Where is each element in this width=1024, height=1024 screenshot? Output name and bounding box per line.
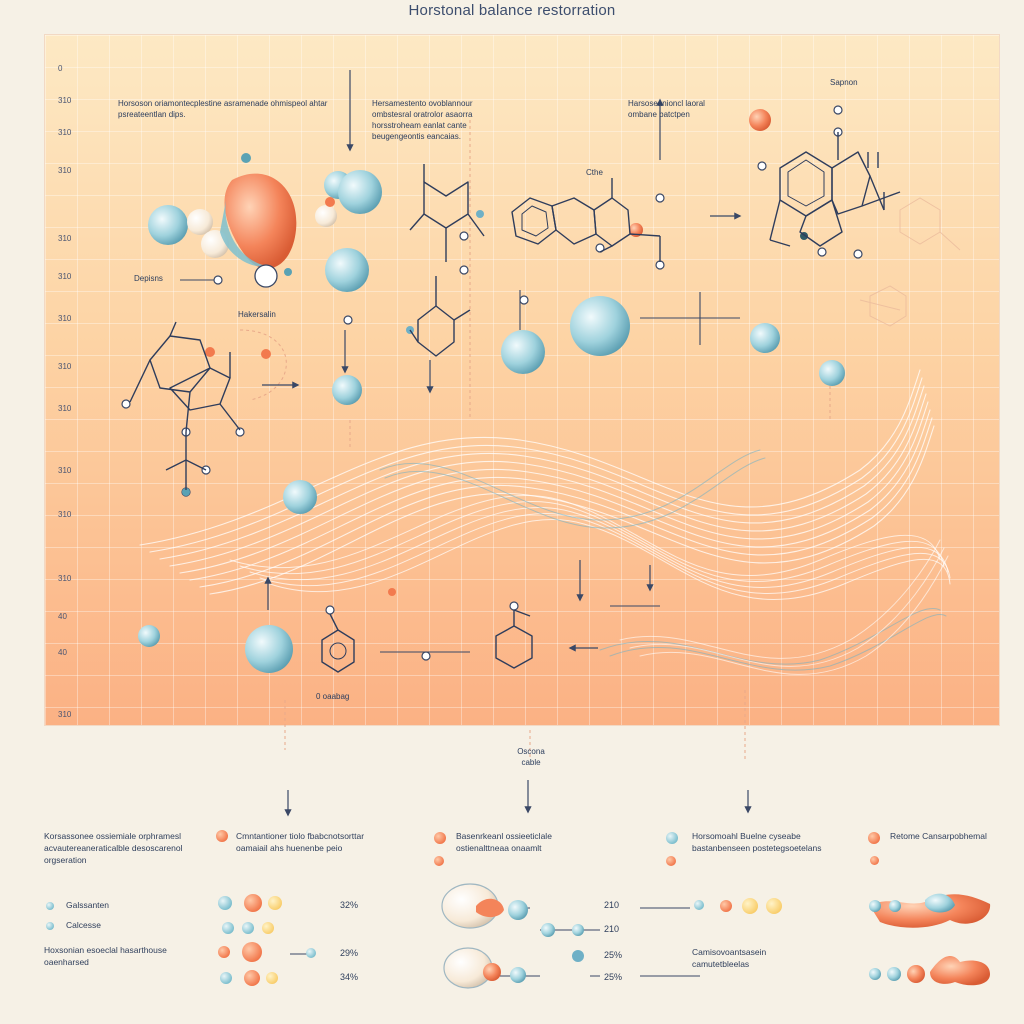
- legend-dot: [720, 900, 732, 912]
- sphere: [570, 296, 630, 356]
- legend-dot: [46, 922, 54, 930]
- legend-col1-title2: Hoxsonian esoeclal hasarthouse oaenharse…: [44, 945, 167, 967]
- legend-col2-title: Cmntantioner tiolo fbabcnotsorttar oamai…: [236, 831, 365, 853]
- y-label: 310: [58, 710, 72, 719]
- page-title: Horstonal balance restorration: [408, 2, 616, 19]
- y-label: 310: [58, 96, 72, 105]
- y-label: 310: [58, 466, 72, 475]
- spheres: [138, 109, 845, 673]
- sphere: [254, 264, 278, 288]
- y-label: 40: [58, 648, 67, 657]
- legend-dot: [434, 856, 444, 866]
- label-hakerselin: Hakersalin: [238, 310, 276, 319]
- legend-dot: [242, 922, 254, 934]
- legend-connectors: [290, 907, 700, 977]
- legend-percent: 29%: [340, 948, 359, 958]
- y-label: 310: [58, 510, 72, 519]
- legend-percent: 34%: [340, 972, 359, 982]
- legend-item: Galssanten: [66, 900, 109, 910]
- sphere: [749, 109, 771, 131]
- arrows: [262, 70, 752, 817]
- sphere: [332, 375, 362, 405]
- y-label: 310: [58, 128, 72, 137]
- wave-ribbon: [139, 369, 951, 675]
- label-sapnon: Sapnon: [830, 78, 858, 87]
- legend-dot: [222, 922, 234, 934]
- legend-percent: 25%: [604, 950, 623, 960]
- sphere-lobe: [224, 173, 297, 269]
- legend-dot: [268, 896, 282, 910]
- molecule-structures: [129, 132, 901, 673]
- legend-dot: [434, 832, 446, 844]
- legend-col5-title: Retome Cansarpobhemal: [890, 831, 987, 841]
- sphere: [187, 209, 213, 235]
- y-label: 310: [58, 314, 72, 323]
- legend-col4-title: Horsomoahl Buelne cyseabe bastanbenseen …: [692, 831, 822, 853]
- legend-dot: [46, 902, 54, 910]
- legend-blobs: [441, 883, 991, 989]
- legend-percent: 32%: [340, 900, 359, 910]
- dashed-guides: [239, 120, 831, 760]
- legend-percent: 210: [604, 900, 620, 910]
- legend-dot: [220, 972, 232, 984]
- legend-dot: [218, 896, 232, 910]
- legend-dot: [742, 898, 758, 914]
- legend-dot: [244, 894, 262, 912]
- legend-percent: 210: [604, 924, 620, 934]
- sphere: [148, 205, 188, 245]
- legend-dot: [766, 898, 782, 914]
- legend-dot: [666, 832, 678, 844]
- sphere: [325, 248, 369, 292]
- legend-dot: [218, 946, 230, 958]
- sphere: [283, 480, 317, 514]
- legend-dot: [870, 856, 879, 865]
- annotation-note-1: Horsoson oriamontecplestine asramenade o…: [118, 99, 328, 119]
- y-label: 310: [58, 404, 72, 413]
- sphere: [819, 360, 845, 386]
- legend-dot: [306, 948, 316, 958]
- label-dapiera: Depisns: [134, 274, 163, 283]
- legend-col4-title2: Camisovoantsasein camutetbleelas: [692, 947, 767, 969]
- y-label: 310: [58, 574, 72, 583]
- y-label: 310: [58, 166, 72, 175]
- sphere: [245, 625, 293, 673]
- legend-dot: [266, 972, 278, 984]
- y-label: 310: [58, 362, 72, 371]
- label-oscona: Oscona cable: [517, 747, 545, 767]
- y-label: 0: [58, 64, 63, 73]
- sphere: [338, 170, 382, 214]
- legend-dot: [666, 856, 676, 866]
- legend-dot: [216, 830, 228, 842]
- y-label: 310: [58, 234, 72, 243]
- annotation-note-3: Harsoseanioncl laoral ombane batctpen: [628, 99, 705, 119]
- legend-percent: 25%: [604, 972, 623, 982]
- legend-col1-title: Korsassonee ossiemiale orphramesl acvaut…: [44, 831, 183, 865]
- colored-nodes: [182, 210, 808, 596]
- annotation-note-2: Hersamestento ovoblannour ombstesral ora…: [372, 99, 473, 141]
- connector-lines: [180, 279, 740, 653]
- ghost-structure: [859, 197, 961, 327]
- sphere: [750, 323, 780, 353]
- sphere: [501, 330, 545, 374]
- y-label: 310: [58, 272, 72, 281]
- legend-dot: [694, 900, 704, 910]
- legend-col3-title: Basenrkeanl ossieeticlale ostienalttneaa…: [456, 831, 552, 853]
- legend-dot: [242, 942, 262, 962]
- sphere: [138, 625, 160, 647]
- label-ethe: Cthe: [586, 168, 603, 177]
- legend-dot: [262, 922, 274, 934]
- legend-item: Calcesse: [66, 920, 101, 930]
- y-label: 40: [58, 612, 67, 621]
- legend-dot: [244, 970, 260, 986]
- legend-dot: [868, 832, 880, 844]
- label-cabatag: 0 oaabag: [316, 692, 350, 701]
